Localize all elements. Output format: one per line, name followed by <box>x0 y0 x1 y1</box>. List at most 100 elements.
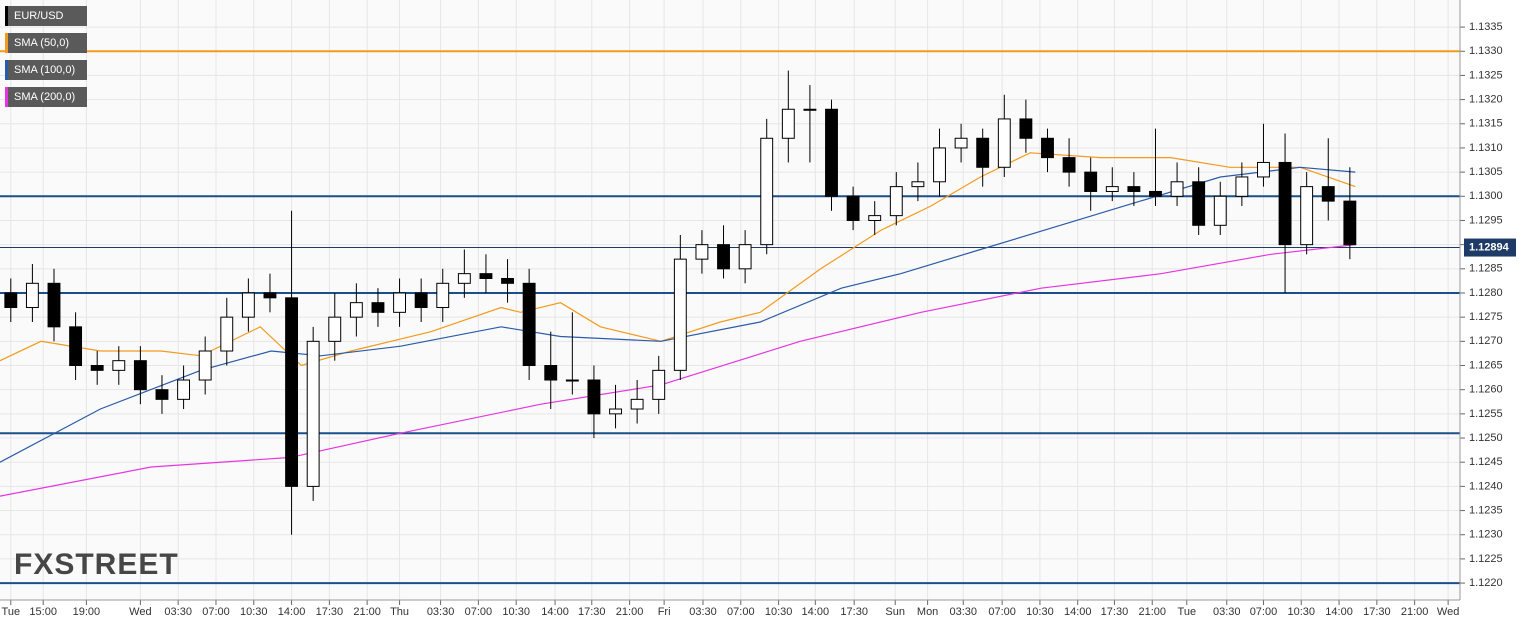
legend-box <box>5 33 87 53</box>
x-tick-label: 10:30 <box>1026 606 1054 618</box>
legend-swatch <box>5 33 8 53</box>
candle-body <box>328 316 342 342</box>
last-price-label: 1.12894 <box>1469 241 1510 253</box>
candle-body <box>4 292 18 308</box>
candle-body <box>976 137 990 168</box>
x-tick-label: 07:00 <box>988 606 1016 618</box>
candle-body <box>760 137 774 246</box>
candle-body <box>112 360 126 371</box>
y-tick-label: 1.1255 <box>1469 408 1503 420</box>
candle-body <box>1213 195 1227 226</box>
candle-body <box>933 147 946 183</box>
candle-body <box>738 244 752 270</box>
x-tick-label: 03:30 <box>689 606 717 618</box>
x-tick-label: 10:30 <box>765 606 793 618</box>
watermark: FXSTREET <box>14 548 179 581</box>
candle-body <box>1300 186 1314 246</box>
y-tick-label: 1.1300 <box>1469 190 1503 202</box>
last-price-box <box>1464 238 1516 257</box>
legend-label: EUR/USD <box>14 10 64 22</box>
candle-body <box>349 302 363 318</box>
x-tick-label: Sun <box>885 606 905 618</box>
candle-body <box>846 195 860 221</box>
candle-body <box>695 244 709 260</box>
x-tick-label: 03:30 <box>1213 606 1241 618</box>
legend-box <box>5 60 87 80</box>
y-tick-label: 1.1335 <box>1469 21 1503 33</box>
legend: EUR/USD SMA (50,0) SMA (100,0) SMA (200,0) <box>5 6 87 107</box>
y-tick-label: 1.1330 <box>1469 45 1503 57</box>
y-tick-label: 1.1230 <box>1469 529 1503 541</box>
candle-body <box>1127 186 1141 192</box>
candle-body <box>177 379 191 400</box>
y-tick-label: 1.1295 <box>1469 214 1503 226</box>
candle-body <box>306 340 320 487</box>
y-tick-label: 1.1245 <box>1469 456 1503 468</box>
y-tick-label: 1.1235 <box>1469 504 1503 516</box>
candle-body <box>47 282 61 328</box>
candle-body <box>630 398 644 410</box>
candle-body <box>241 292 255 318</box>
x-tick-label: 03:30 <box>427 606 455 618</box>
x-tick-label: 10:30 <box>240 606 268 618</box>
legend-label: SMA (50,0) <box>14 37 69 49</box>
y-tick-label: 1.1325 <box>1469 69 1503 81</box>
x-tick-label: 17:30 <box>840 606 868 618</box>
y-tick-label: 1.1270 <box>1469 335 1503 347</box>
legend-label: SMA (200,0) <box>14 91 75 103</box>
legend-label: SMA (100,0) <box>14 64 75 76</box>
x-tick-label: 07:00 <box>465 606 493 618</box>
candle-body <box>1321 186 1335 202</box>
candle-body <box>565 379 579 382</box>
candle-body <box>198 350 212 381</box>
candle-body <box>1192 181 1206 226</box>
candle-body <box>587 379 601 415</box>
candle-body <box>393 292 406 313</box>
x-tick-label: Wed <box>129 606 151 618</box>
candle-body <box>522 282 536 367</box>
candle-body <box>1019 118 1033 139</box>
x-tick-label: 14:00 <box>1064 606 1092 618</box>
y-tick-label: 1.1250 <box>1469 432 1503 444</box>
candle-body <box>69 326 83 367</box>
candle-body <box>133 360 147 391</box>
candle-body <box>263 292 277 299</box>
candle-body <box>90 365 104 371</box>
axes: 1.1220 1.1225 1.1230 1.1235 1.1240 1.1245 1.12… <box>0 0 1516 618</box>
candle-body <box>544 365 558 381</box>
candle-body <box>479 273 493 279</box>
candle-body <box>868 215 882 221</box>
x-tick-label: 07:00 <box>202 606 230 618</box>
x-tick-label: 14:00 <box>1325 606 1353 618</box>
y-tick-label: 1.1260 <box>1469 384 1503 396</box>
x-tick-label: 17:30 <box>578 606 606 618</box>
x-tick-label: 03:30 <box>949 606 977 618</box>
x-tick-label: Mon <box>917 606 938 618</box>
candle-body <box>652 369 666 400</box>
x-tick-label: 17:30 <box>1363 606 1391 618</box>
candles <box>4 70 1357 535</box>
x-tick-label: 17:30 <box>1101 606 1129 618</box>
legend-swatch <box>5 87 8 107</box>
candle-body <box>1257 161 1270 178</box>
candle-body <box>889 186 903 217</box>
legend-box <box>5 6 87 26</box>
x-tick-label: 19:00 <box>73 606 101 618</box>
y-tick-label: 1.1225 <box>1469 553 1503 565</box>
candle-body <box>220 316 234 352</box>
sma-line <box>0 166 1356 463</box>
candle-body <box>457 273 471 284</box>
candle-body <box>1170 181 1184 197</box>
legend-box <box>5 87 87 107</box>
candle-body <box>1235 176 1249 197</box>
x-tick-label: 21:00 <box>1401 606 1429 618</box>
candle-body <box>781 108 795 139</box>
x-tick-label: 07:00 <box>1250 606 1278 618</box>
candle-body <box>609 408 622 415</box>
y-tick-label: 1.1315 <box>1469 118 1503 130</box>
candle-body <box>825 108 838 197</box>
candle-body <box>954 137 968 149</box>
y-tick-label: 1.1220 <box>1469 577 1503 589</box>
x-tick-label: Thu <box>390 606 409 618</box>
